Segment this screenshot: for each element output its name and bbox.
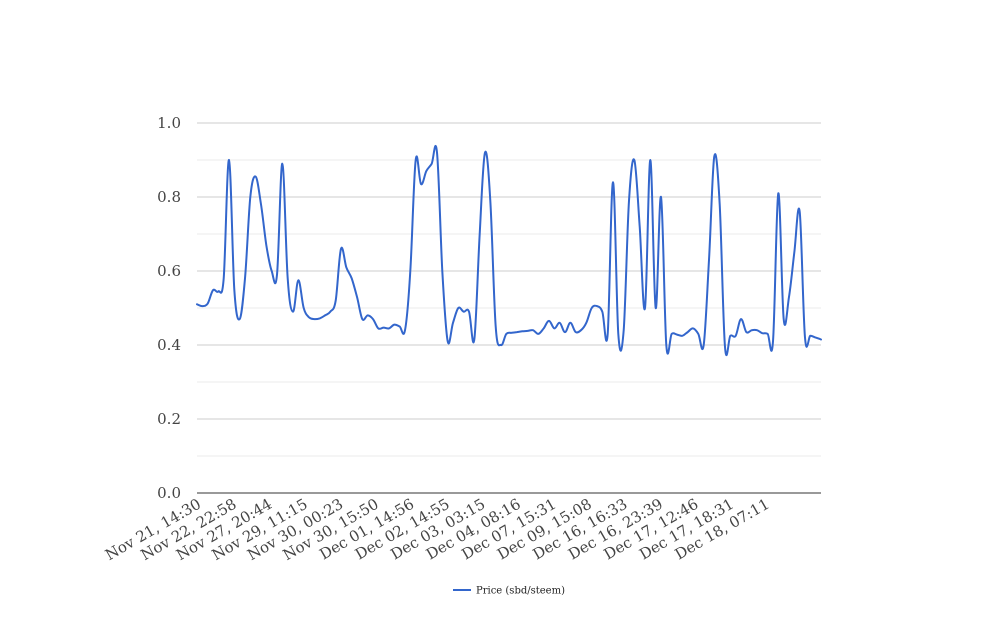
y-tick-label: 0.4 [157,336,181,354]
y-axis-ticks: 0.0 0.2 0.4 0.6 0.8 1.0 [157,114,181,502]
y-tick-label: 0.8 [157,188,181,206]
y-tick-label: 0.6 [157,262,181,280]
legend-label[interactable]: Price (sbd/steem) [476,586,565,597]
y-tick-label: 1.0 [157,114,181,132]
y-tick-label: 0.2 [157,410,181,428]
series-line-price [196,144,822,357]
gridlines [197,122,821,457]
y-tick-label: 0.0 [157,484,181,502]
series-lines [196,144,822,357]
legend[interactable]: Price (sbd/steem) [453,586,565,597]
